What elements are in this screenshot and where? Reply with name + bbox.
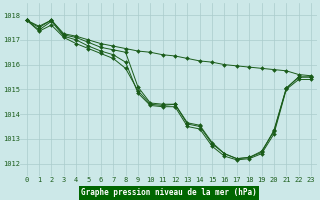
X-axis label: Graphe pression niveau de la mer (hPa): Graphe pression niveau de la mer (hPa) [81, 188, 257, 197]
